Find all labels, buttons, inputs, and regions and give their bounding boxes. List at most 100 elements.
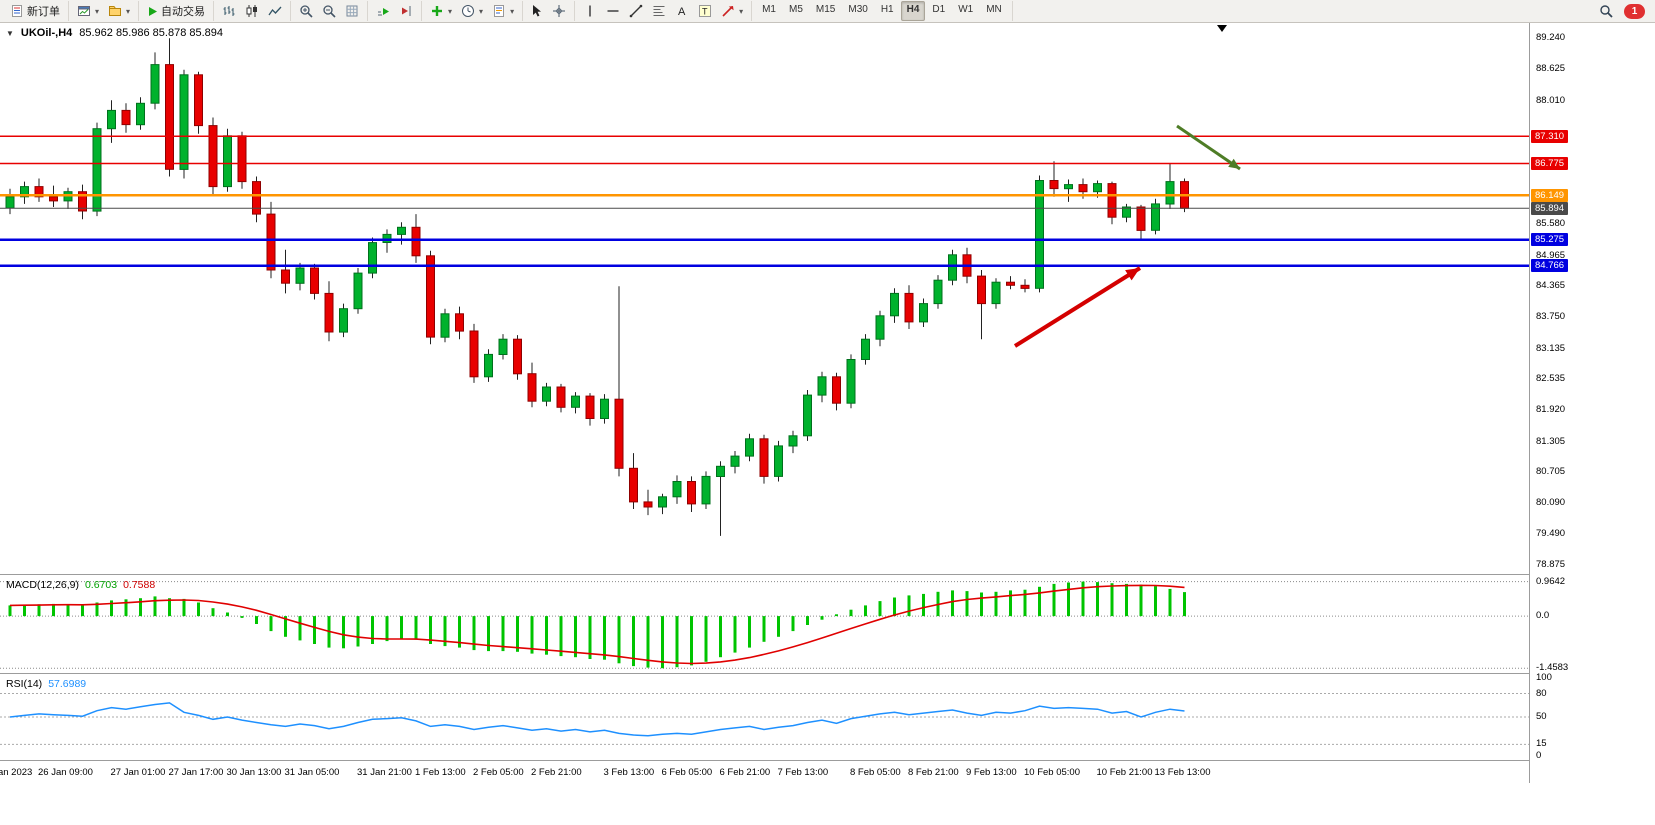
new-chart-button[interactable]: ▾ [73,1,103,21]
fibonacci-icon [652,4,666,18]
fibonacci-button[interactable] [648,1,670,21]
red-up-arrow[interactable] [1013,266,1142,348]
price-tick: 84.365 [1536,280,1566,292]
shapes-button[interactable]: ▾ [717,1,747,21]
bar-chart-button[interactable] [218,1,240,21]
macd-label: MACD(12,26,9) 0.6703 0.7588 [6,579,155,591]
price-tick: 88.625 [1536,63,1566,75]
templates-button[interactable]: ▾ [488,1,518,21]
rsi-axis-tick: 15 [1536,738,1547,750]
timeframe-m15-button[interactable]: M15 [815,4,836,15]
grid-button[interactable] [341,1,363,21]
rsi-axis-tick: 100 [1536,671,1552,683]
time-axis-label: 3 Feb 13:00 [603,767,655,778]
new-order-button[interactable]: 新订单 [6,1,64,21]
autotrading-button[interactable]: 自动交易 [143,1,209,21]
search-button[interactable] [1595,1,1617,21]
text-label-icon: T [698,4,712,18]
chart-shift-icon [399,4,413,18]
rsi-indicator-panel[interactable] [0,674,1529,760]
toolbar-group: ▾ ▾ ▾ [422,1,524,21]
toolbar-right: 1 [1595,1,1653,21]
macd-indicator-panel[interactable] [0,575,1529,674]
rsi-name: RSI(14) [6,678,43,690]
text-label-button[interactable]: T [694,1,716,21]
timeframe-m5-button[interactable]: M5 [789,4,803,15]
main-price-chart[interactable] [0,23,1529,574]
timeframe-m30-button[interactable]: M30 [848,4,868,15]
timeframe-h1-button[interactable]: H1 [880,4,894,15]
time-axis-label: 6 Feb 05:00 [661,767,713,778]
macd-histogram [8,581,1186,669]
toolbar-group: 新订单 [2,1,69,21]
time-axis-label: 30 Jan 13:00 [226,767,282,778]
macd-signal-value: 0.7588 [123,579,156,591]
collapse-panel-icon[interactable]: ▼ [6,28,14,38]
panel-separator[interactable] [0,673,1655,674]
price-axis[interactable]: 89.240 88.625 88.010 85.580 84.965 84.365 83.7… [1529,23,1655,783]
crosshair-button[interactable] [548,1,570,21]
dropdown-arrow-icon: ▾ [95,6,100,16]
indicators-button[interactable]: ▾ [426,1,456,21]
line-chart-icon [268,4,282,18]
price-tick: 83.135 [1536,342,1566,354]
horizontal-line-button[interactable] [602,1,624,21]
vertical-line-icon [583,4,597,18]
chart-shift-marker[interactable] [1217,25,1227,32]
price-tick: 83.750 [1536,311,1566,323]
dropdown-arrow-icon: ▾ [510,6,515,16]
periods-button[interactable]: ▾ [457,1,487,21]
notification-badge[interactable]: 1 [1624,3,1645,19]
time-axis-label: 8 Feb 05:00 [850,767,901,778]
rsi-line [9,702,1185,737]
trendline-icon [629,4,643,18]
toolbar-group: ▾ ▾ [69,1,140,21]
horizontal-line-icon [606,4,620,18]
rsi-axis-tick: 0 [1536,750,1542,762]
text-button[interactable]: A [671,1,693,21]
timeframe-mn-button[interactable]: MN [986,4,1002,15]
price-tick: 81.920 [1536,404,1566,416]
symbol-period-label: UKOil-,H4 [20,27,73,39]
rsi-label: RSI(14) 57.6989 [6,678,86,690]
time-axis-label: 2 Feb 21:00 [531,767,582,778]
time-axis-label: 27 Jan 01:00 [110,767,166,778]
zoom-in-button[interactable] [295,1,317,21]
price-tick: 89.240 [1536,32,1566,44]
trendline-button[interactable] [625,1,647,21]
time-axis-label: 10 Feb 21:00 [1096,767,1153,778]
new-order-icon [10,4,24,18]
shapes-icon [721,4,735,18]
candlestick-chart-button[interactable] [241,1,263,21]
price-tick: 84.965 [1536,249,1566,261]
timeframe-m1-button[interactable]: M1 [762,4,776,15]
cursor-button[interactable] [527,1,547,21]
search-icon [1599,4,1613,18]
vertical-line-button[interactable] [579,1,601,21]
timeframe-w1-button[interactable]: W1 [958,4,974,15]
timeframe-d1-button[interactable]: D1 [932,4,946,15]
clock-icon [461,4,475,18]
auto-scroll-button[interactable] [372,1,394,21]
indicators-icon [430,4,444,18]
profiles-button[interactable]: ▾ [104,1,134,21]
chart-shift-button[interactable] [395,1,417,21]
green-down-arrow[interactable] [1176,124,1241,171]
resistance-line-87310-price-badge: 87.310 [1531,129,1569,143]
zoom-out-button[interactable] [318,1,340,21]
toolbar-group [291,1,369,21]
toolbar-group [368,1,423,21]
rsi-axis-tick: 80 [1536,687,1547,699]
panel-separator[interactable] [0,574,1655,575]
price-tick: 88.010 [1536,94,1566,106]
timeframe-h4-button[interactable]: H4 [900,1,926,21]
line-chart-button[interactable] [264,1,286,21]
grid-icon [345,4,359,18]
macd-axis-tick: 0.9642 [1536,575,1566,587]
price-tick: 81.305 [1536,435,1566,447]
dropdown-arrow-icon: ▾ [448,6,453,16]
time-axis-separator [0,760,1655,761]
time-axis-label: 10 Feb 05:00 [1024,767,1080,778]
